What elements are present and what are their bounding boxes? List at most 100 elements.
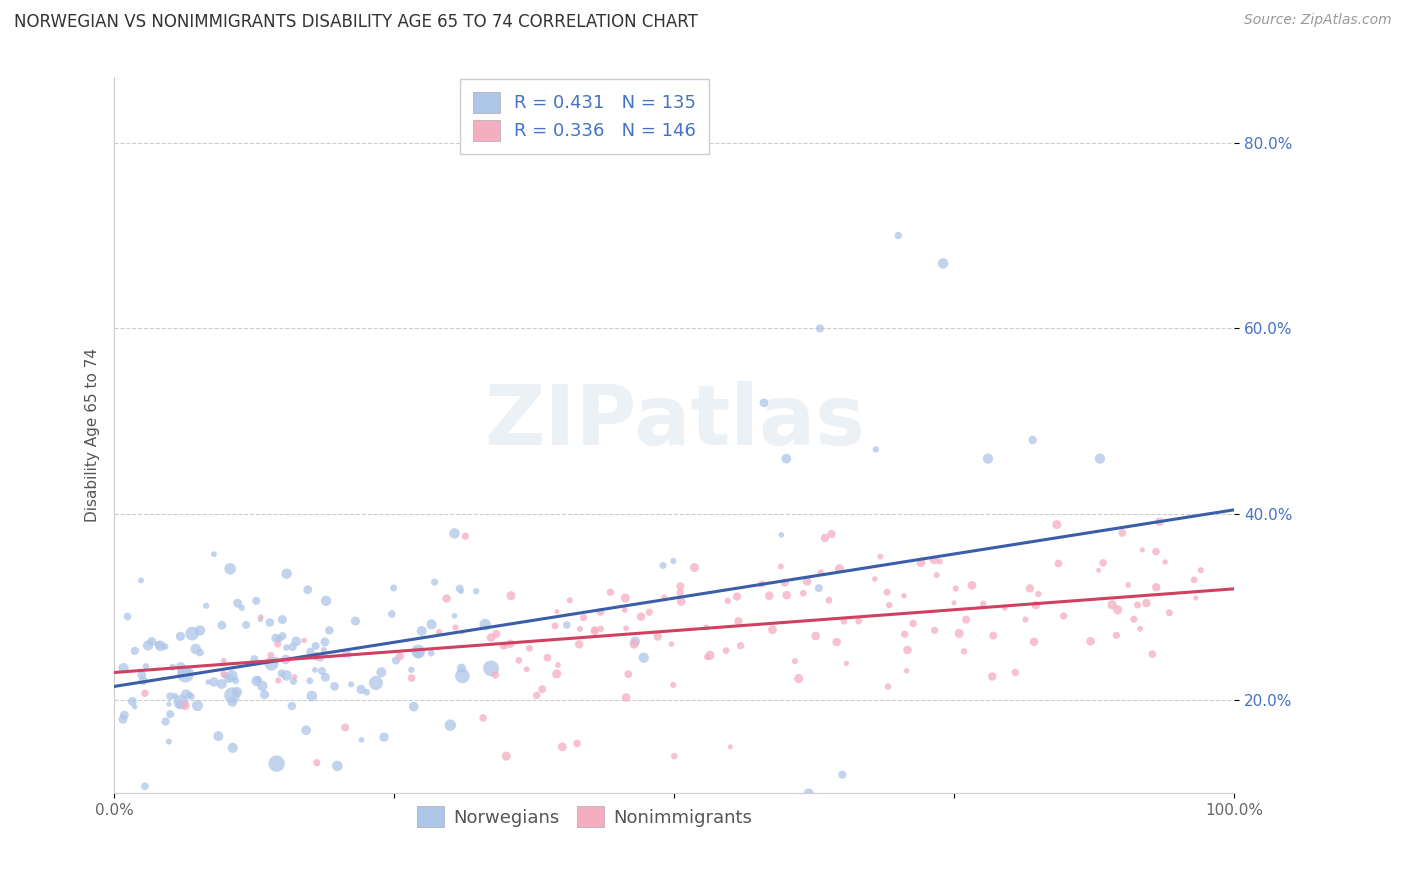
Point: [994, 601, 1017, 615]
Point: [508, 653, 530, 667]
Point: [925, 568, 948, 582]
Point: [167, 698, 190, 712]
Point: [323, 679, 346, 693]
Y-axis label: Disability Age 65 to 74: Disability Age 65 to 74: [86, 349, 100, 523]
Point: [544, 619, 567, 633]
Point: [221, 688, 243, 702]
Point: [773, 575, 796, 590]
Point: [589, 605, 612, 619]
Point: [662, 554, 685, 568]
Point: [725, 590, 748, 604]
Point: [141, 634, 163, 648]
Point: [583, 624, 606, 639]
Point: [188, 624, 211, 638]
Point: [1135, 596, 1157, 610]
Point: [267, 637, 290, 651]
Point: [565, 737, 588, 751]
Point: [427, 625, 450, 640]
Point: [157, 734, 180, 748]
Point: [162, 660, 184, 674]
Point: [1144, 544, 1167, 558]
Point: [318, 624, 340, 638]
Point: [877, 680, 900, 694]
Point: [298, 673, 321, 688]
Point: [174, 667, 197, 681]
Point: [893, 589, 915, 603]
Point: [153, 640, 176, 654]
Point: [121, 694, 143, 708]
Point: [157, 697, 180, 711]
Point: [420, 646, 443, 660]
Point: [472, 711, 495, 725]
Point: [112, 661, 135, 675]
Point: [245, 673, 267, 688]
Point: [231, 601, 253, 615]
Point: [408, 644, 430, 658]
Point: [717, 594, 740, 608]
Point: [669, 585, 692, 599]
Point: [134, 686, 156, 700]
Point: [450, 584, 472, 599]
Point: [1080, 634, 1102, 648]
Point: [112, 708, 135, 723]
Point: [315, 594, 337, 608]
Point: [814, 531, 837, 545]
Point: [516, 662, 538, 676]
Point: [221, 669, 243, 683]
Point: [730, 639, 752, 653]
Point: [718, 739, 741, 754]
Point: [1159, 606, 1181, 620]
Point: [624, 634, 647, 648]
Point: [683, 560, 706, 574]
Point: [180, 690, 202, 704]
Point: [124, 644, 146, 658]
Point: [226, 596, 249, 610]
Point: [444, 621, 467, 635]
Point: [932, 256, 955, 270]
Point: [499, 589, 522, 603]
Point: [1130, 543, 1153, 558]
Point: [531, 682, 554, 697]
Point: [264, 631, 287, 645]
Point: [129, 574, 152, 588]
Point: [117, 609, 139, 624]
Point: [1092, 556, 1115, 570]
Point: [669, 579, 692, 593]
Point: [1111, 526, 1133, 541]
Text: NORWEGIAN VS NONIMMIGRANTS DISABILITY AGE 65 TO 74 CORRELATION CHART: NORWEGIAN VS NONIMMIGRANTS DISABILITY AG…: [14, 13, 697, 31]
Point: [485, 627, 508, 641]
Point: [924, 624, 946, 638]
Point: [207, 729, 229, 743]
Point: [775, 451, 797, 466]
Point: [443, 526, 465, 541]
Point: [928, 555, 950, 569]
Point: [546, 605, 568, 619]
Point: [1022, 635, 1045, 649]
Point: [1088, 451, 1111, 466]
Point: [751, 577, 773, 591]
Point: [546, 667, 568, 681]
Point: [195, 599, 218, 613]
Point: [752, 396, 775, 410]
Point: [333, 721, 356, 735]
Point: [260, 657, 283, 671]
Point: [492, 640, 515, 654]
Point: [495, 749, 517, 764]
Point: [270, 666, 292, 681]
Point: [526, 688, 548, 702]
Point: [184, 642, 207, 657]
Point: [1087, 563, 1109, 577]
Text: ZIPatlas: ZIPatlas: [484, 381, 865, 461]
Point: [451, 625, 474, 640]
Point: [382, 581, 405, 595]
Point: [149, 639, 172, 653]
Point: [314, 635, 336, 649]
Point: [1116, 578, 1139, 592]
Point: [235, 618, 257, 632]
Point: [671, 595, 693, 609]
Point: [401, 663, 423, 677]
Point: [266, 653, 288, 667]
Point: [174, 698, 197, 713]
Point: [299, 645, 322, 659]
Point: [326, 759, 349, 773]
